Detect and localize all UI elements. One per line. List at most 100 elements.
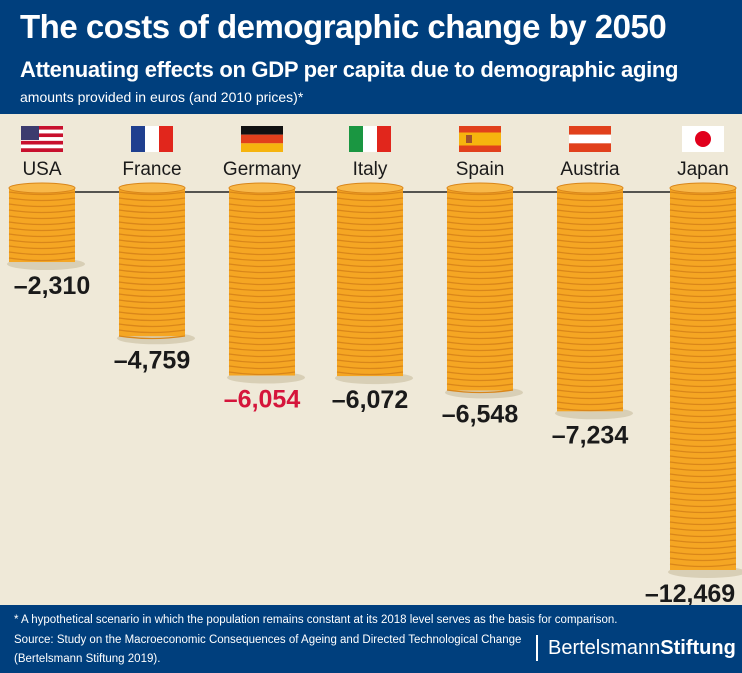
coin-edge xyxy=(446,305,514,310)
bar-france: France xyxy=(122,126,182,180)
coin-edge xyxy=(556,269,624,274)
coin-edge xyxy=(336,197,404,202)
coin-edge xyxy=(228,305,296,310)
coin-edge xyxy=(228,317,296,322)
coin-edge xyxy=(446,257,514,262)
coin-edge xyxy=(228,335,296,340)
coin-edge xyxy=(446,383,514,388)
coin-edge xyxy=(556,263,624,268)
value-label: –7,234 xyxy=(552,421,629,449)
coin-edge xyxy=(446,281,514,286)
coin-edge xyxy=(669,461,737,466)
coin-chart: USA France Germany Italy Spain Austria Japan –2… xyxy=(7,126,742,605)
flag-band xyxy=(241,143,283,152)
coin-edge xyxy=(446,335,514,340)
coin-edge xyxy=(118,263,186,268)
coin-edge xyxy=(669,293,737,298)
coin-edge xyxy=(228,311,296,316)
coin-edge xyxy=(8,239,76,244)
flag-band xyxy=(159,126,173,152)
coin-edge xyxy=(228,353,296,358)
coin-edge xyxy=(228,209,296,214)
coin-edge xyxy=(446,293,514,298)
coin-edge xyxy=(446,263,514,268)
coin-edge xyxy=(446,311,514,316)
flag-band xyxy=(569,134,611,144)
value-label: –6,054 xyxy=(224,386,301,414)
coin-edge xyxy=(556,227,624,232)
coin-edge xyxy=(118,191,186,196)
coin-edge xyxy=(556,317,624,322)
coin-edge xyxy=(228,191,296,196)
coin-edge xyxy=(228,245,296,250)
bar-usa: USA xyxy=(21,126,63,180)
coin-edge xyxy=(556,401,624,406)
coin-edge xyxy=(446,197,514,202)
coin-edge xyxy=(669,509,737,514)
coin-edge xyxy=(556,341,624,346)
flag-emblem xyxy=(466,135,472,143)
coin-edge xyxy=(446,287,514,292)
coin-edge xyxy=(228,227,296,232)
coin-edge xyxy=(8,245,76,250)
coin-edge xyxy=(8,227,76,232)
coin-top xyxy=(118,182,186,194)
bar-austria: Austria xyxy=(560,126,620,180)
coin-edge xyxy=(8,257,76,262)
coin-edge xyxy=(8,209,76,214)
coin-edge xyxy=(228,371,296,376)
coin-edge xyxy=(118,209,186,214)
coin-edge xyxy=(669,485,737,490)
coin-stack: –2,310 xyxy=(7,182,90,300)
coin-edge xyxy=(228,239,296,244)
coin-edge xyxy=(556,365,624,370)
coin-edge xyxy=(446,359,514,364)
coin-edge xyxy=(336,365,404,370)
coin-edge xyxy=(669,533,737,538)
coin-edge xyxy=(556,407,624,412)
coin-edge xyxy=(446,365,514,370)
coin-edge xyxy=(446,245,514,250)
coin-edge xyxy=(669,227,737,232)
coin-edge xyxy=(8,203,76,208)
coin-edge xyxy=(446,227,514,232)
coin-edge xyxy=(118,305,186,310)
coin-edge xyxy=(669,557,737,562)
coin-edge xyxy=(669,431,737,436)
coin-edge xyxy=(669,521,737,526)
coin-edge xyxy=(669,377,737,382)
coin-edge xyxy=(446,329,514,334)
coin-edge xyxy=(228,197,296,202)
coin-stack-body xyxy=(557,188,623,412)
coin-edge xyxy=(228,257,296,262)
coin-edge xyxy=(446,299,514,304)
bar-italy: Italy xyxy=(349,126,391,180)
coin-edge xyxy=(556,347,624,352)
coin-edge xyxy=(228,293,296,298)
flag-canton xyxy=(21,126,39,140)
coin-edge xyxy=(446,215,514,220)
coin-edge xyxy=(669,401,737,406)
coin-edge xyxy=(336,269,404,274)
coin-edge xyxy=(669,203,737,208)
flag-stripe xyxy=(21,148,63,152)
coin-edge xyxy=(556,293,624,298)
country-label: Italy xyxy=(353,159,388,180)
bar-japan: Japan xyxy=(677,126,729,180)
coin-stack-body xyxy=(229,188,295,376)
coin-edge xyxy=(556,395,624,400)
value-label: –4,759 xyxy=(114,346,190,374)
flag-stripe xyxy=(21,137,63,141)
coin-edge xyxy=(446,341,514,346)
coin-edge xyxy=(556,323,624,328)
coin-edge xyxy=(228,221,296,226)
value-label: –2,310 xyxy=(14,272,90,300)
country-label: France xyxy=(122,159,181,180)
value-label: –6,072 xyxy=(332,386,408,414)
coin-edge xyxy=(669,191,737,196)
coin-edge xyxy=(669,497,737,502)
chart-title: The costs of demographic change by 2050 xyxy=(20,8,667,45)
coin-edge xyxy=(669,197,737,202)
coin-edge xyxy=(118,227,186,232)
